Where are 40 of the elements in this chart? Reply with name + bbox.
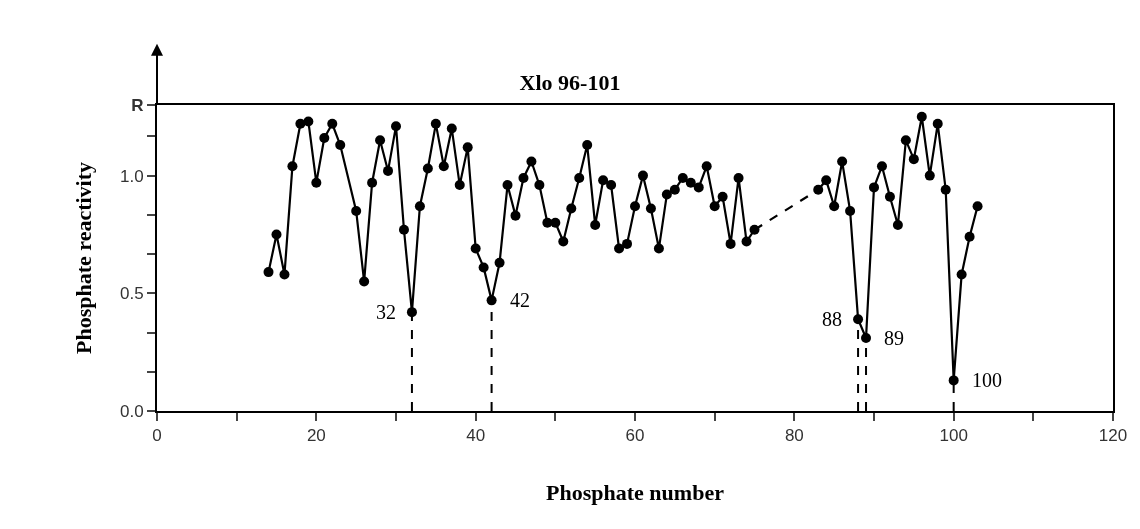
point <box>916 111 927 122</box>
x-tick-label: 40 <box>466 426 486 446</box>
point <box>845 205 856 216</box>
point <box>972 201 983 212</box>
x-tick-label: 0 <box>152 426 162 446</box>
point <box>940 184 951 195</box>
ref-line-label: 88 <box>822 308 842 330</box>
chart-title: Xlo 96-101 <box>519 69 621 95</box>
y-axis-title: Phosphate reactivity <box>71 161 97 355</box>
point <box>837 156 848 167</box>
x-tick-label: 60 <box>625 426 645 446</box>
point <box>908 154 919 165</box>
point <box>821 175 832 186</box>
x-axis-title: Phosphate number <box>546 479 725 505</box>
ref-line-label: 100 <box>972 369 1002 391</box>
point <box>869 182 879 193</box>
x-tick-label: 20 <box>306 426 326 446</box>
y-tick-label: 1.0 <box>119 166 144 186</box>
point <box>876 161 887 172</box>
point <box>884 191 895 202</box>
ref-line-label: 42 <box>510 289 530 311</box>
point <box>892 220 903 231</box>
x-tick-label: 120 <box>1098 426 1128 446</box>
ref-line-label: 89 <box>884 327 904 349</box>
point <box>900 135 911 146</box>
point <box>813 184 824 195</box>
x-tick-label: 100 <box>939 426 968 446</box>
ref-line-label: 32 <box>376 301 396 323</box>
point <box>932 118 943 129</box>
y-tick-label: 0.5 <box>119 284 144 304</box>
point <box>924 170 935 181</box>
y-tick-label: 0.0 <box>119 401 144 421</box>
x-tick-label: 80 <box>784 426 804 446</box>
y-tick-label: R <box>131 95 144 115</box>
point <box>964 231 975 242</box>
point <box>948 375 959 386</box>
point <box>853 314 864 325</box>
point <box>956 269 967 280</box>
point <box>829 201 840 212</box>
point <box>861 333 872 344</box>
